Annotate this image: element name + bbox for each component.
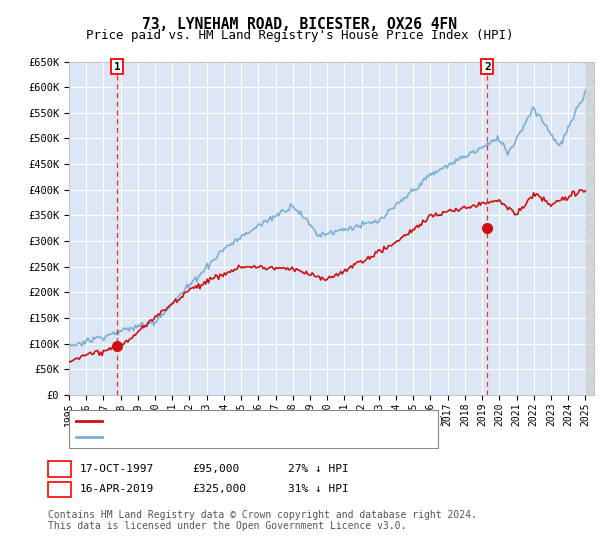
Text: 1: 1 bbox=[114, 62, 121, 72]
Text: 27% ↓ HPI: 27% ↓ HPI bbox=[288, 464, 349, 474]
Text: 31% ↓ HPI: 31% ↓ HPI bbox=[288, 484, 349, 494]
Text: Price paid vs. HM Land Registry's House Price Index (HPI): Price paid vs. HM Land Registry's House … bbox=[86, 29, 514, 42]
Text: 2: 2 bbox=[484, 62, 491, 72]
Text: 17-OCT-1997: 17-OCT-1997 bbox=[80, 464, 154, 474]
Text: 73, LYNEHAM ROAD, BICESTER, OX26 4FN: 73, LYNEHAM ROAD, BICESTER, OX26 4FN bbox=[143, 17, 458, 32]
Text: 1: 1 bbox=[56, 464, 63, 474]
Bar bbox=[586, 62, 594, 395]
Text: 16-APR-2019: 16-APR-2019 bbox=[80, 484, 154, 494]
Text: 73, LYNEHAM ROAD, BICESTER,  OX26 4FN (detached house): 73, LYNEHAM ROAD, BICESTER, OX26 4FN (de… bbox=[107, 416, 444, 426]
Text: Contains HM Land Registry data © Crown copyright and database right 2024.
This d: Contains HM Land Registry data © Crown c… bbox=[48, 510, 477, 531]
Text: 2: 2 bbox=[56, 484, 63, 494]
Text: HPI: Average price, detached house, Cherwell: HPI: Average price, detached house, Cher… bbox=[107, 432, 382, 442]
Text: £325,000: £325,000 bbox=[192, 484, 246, 494]
Text: £95,000: £95,000 bbox=[192, 464, 239, 474]
